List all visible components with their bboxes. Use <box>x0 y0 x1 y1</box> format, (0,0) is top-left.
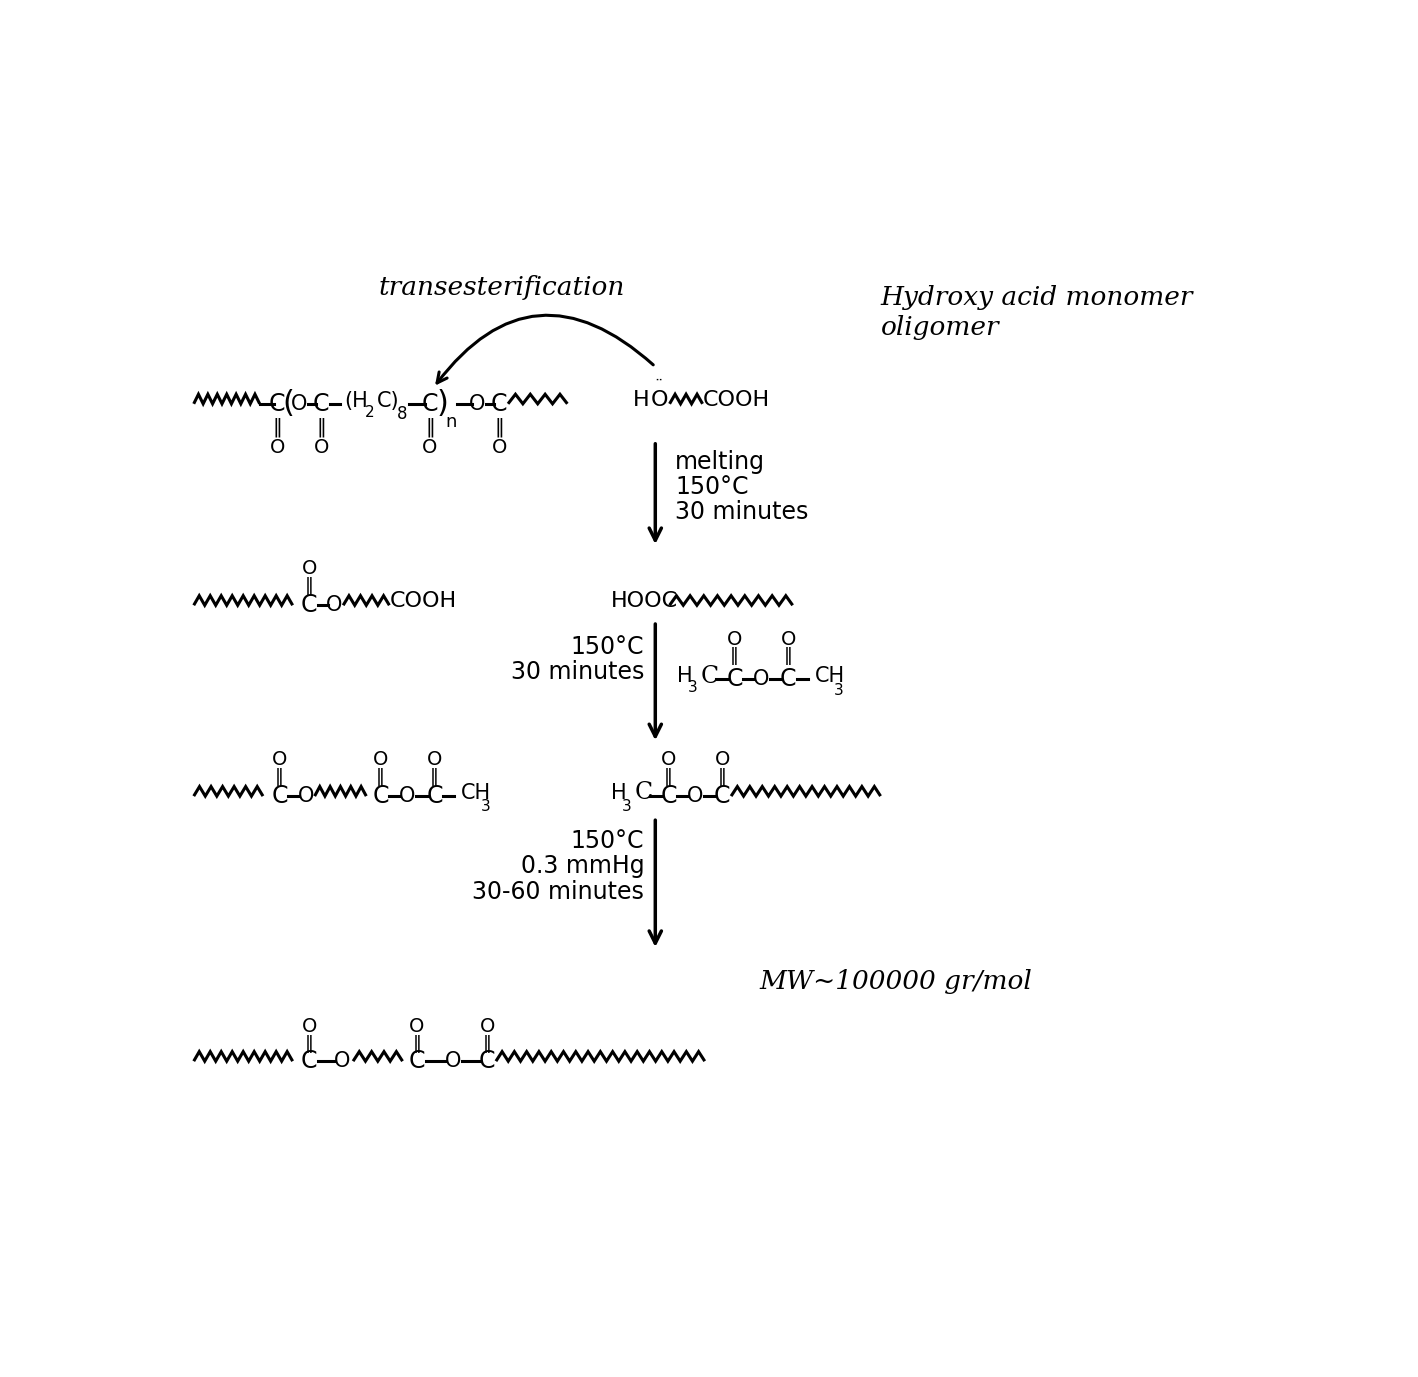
Text: HOOC: HOOC <box>611 591 678 611</box>
Text: O: O <box>333 1051 350 1071</box>
Text: 8: 8 <box>397 405 408 423</box>
Text: ‖: ‖ <box>430 768 440 786</box>
Text: 3: 3 <box>481 799 491 814</box>
Text: ‖: ‖ <box>305 577 313 595</box>
Text: C: C <box>269 392 285 416</box>
Text: C: C <box>726 668 743 691</box>
Text: C: C <box>301 1049 318 1073</box>
Text: ‖: ‖ <box>376 768 386 786</box>
Text: O: O <box>492 438 506 457</box>
Text: melting: melting <box>675 450 766 474</box>
Text: ‖: ‖ <box>784 647 793 665</box>
Text: O: O <box>291 394 308 414</box>
Text: O: O <box>313 438 329 457</box>
Text: O: O <box>686 786 703 806</box>
Text: ‖: ‖ <box>730 647 739 665</box>
Text: 3: 3 <box>834 683 844 698</box>
Text: H: H <box>611 784 627 803</box>
Text: ‖: ‖ <box>495 417 505 437</box>
Text: O: O <box>302 559 316 577</box>
Text: ‖: ‖ <box>413 1036 421 1053</box>
Text: O: O <box>410 1016 424 1036</box>
Text: n: n <box>445 413 457 431</box>
Text: COOH: COOH <box>702 390 770 409</box>
Text: 150°C: 150°C <box>571 635 644 658</box>
Text: 150°C: 150°C <box>675 475 749 498</box>
Text: C): C) <box>377 391 400 410</box>
Text: ‖: ‖ <box>482 1036 492 1053</box>
Text: MW~100000 gr/mol: MW~100000 gr/mol <box>760 969 1032 994</box>
Text: transesterification: transesterification <box>379 274 624 300</box>
Text: ‖: ‖ <box>718 768 727 786</box>
Text: C: C <box>421 392 438 416</box>
Text: 2: 2 <box>364 405 374 420</box>
Text: O: O <box>398 786 415 806</box>
Text: (H: (H <box>345 391 369 410</box>
Text: 3: 3 <box>623 799 631 814</box>
Text: 0.3 mmHg: 0.3 mmHg <box>520 854 644 879</box>
Text: O: O <box>715 749 730 768</box>
Text: C: C <box>313 392 329 416</box>
Text: O: O <box>373 749 389 768</box>
Text: Hydroxy acid monomer: Hydroxy acid monomer <box>881 285 1193 310</box>
Text: O: O <box>423 438 438 457</box>
Text: C: C <box>271 784 288 808</box>
Text: 150°C: 150°C <box>571 829 644 852</box>
Text: C: C <box>408 1049 425 1073</box>
Text: O: O <box>326 595 343 616</box>
Text: C: C <box>780 668 797 691</box>
Text: C: C <box>491 392 508 416</box>
Text: CH: CH <box>814 666 845 686</box>
Text: O: O <box>298 786 313 806</box>
Text: O: O <box>780 629 795 649</box>
Text: 30 minutes: 30 minutes <box>510 660 644 684</box>
Text: H: H <box>634 390 649 409</box>
Text: C: C <box>634 781 652 804</box>
Text: ‖: ‖ <box>305 1036 313 1053</box>
Text: O: O <box>272 749 286 768</box>
Text: CH: CH <box>461 784 491 803</box>
Text: C: C <box>700 665 719 687</box>
Text: O: O <box>727 629 742 649</box>
Text: 30 minutes: 30 minutes <box>675 500 808 525</box>
Text: (: ( <box>282 390 294 419</box>
Text: oligomer: oligomer <box>881 315 1000 340</box>
Text: ‖: ‖ <box>425 417 435 437</box>
Text: C: C <box>373 784 389 808</box>
Text: C: C <box>661 784 676 808</box>
Text: H: H <box>678 666 693 686</box>
Text: ¨: ¨ <box>655 377 662 395</box>
Text: O: O <box>445 1051 461 1071</box>
Text: O: O <box>651 390 668 409</box>
Text: ‖: ‖ <box>664 768 674 786</box>
Text: ‖: ‖ <box>316 417 326 437</box>
Text: O: O <box>479 1016 495 1036</box>
Text: C: C <box>427 784 442 808</box>
Text: O: O <box>269 438 285 457</box>
Text: 30-60 minutes: 30-60 minutes <box>472 880 644 903</box>
Text: C: C <box>715 784 730 808</box>
Text: O: O <box>753 669 769 690</box>
Text: O: O <box>302 1016 316 1036</box>
Text: O: O <box>661 749 676 768</box>
Text: C: C <box>479 1049 495 1073</box>
Text: ): ) <box>437 390 448 419</box>
Text: 3: 3 <box>688 680 698 695</box>
Text: O: O <box>427 749 442 768</box>
Text: COOH: COOH <box>390 591 457 611</box>
Text: C: C <box>301 593 318 617</box>
Text: O: O <box>469 394 485 414</box>
Text: ‖: ‖ <box>272 417 282 437</box>
Text: ‖: ‖ <box>275 768 284 786</box>
